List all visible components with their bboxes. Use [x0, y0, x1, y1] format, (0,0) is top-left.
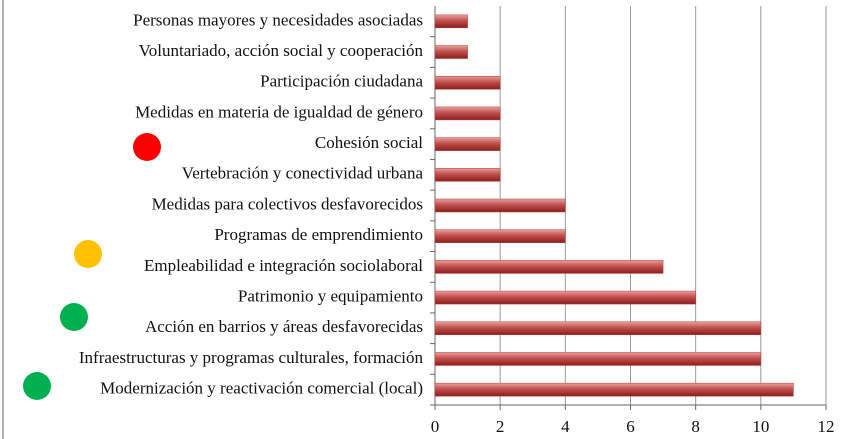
bar [434, 75, 501, 90]
x-tick-label: 6 [626, 417, 635, 436]
bar [434, 382, 794, 397]
bar [434, 168, 501, 182]
y-tick-label: Modernización y reactivación comercial (… [100, 379, 423, 398]
x-tick-label: 10 [752, 417, 769, 436]
x-tick-label: 12 [818, 417, 835, 436]
y-tick-label: Medidas para colectivos desfavorecidos [152, 194, 423, 213]
x-tick-label: 8 [691, 417, 700, 436]
bar [434, 290, 696, 305]
status-dot-red [133, 133, 161, 161]
bar [434, 260, 664, 274]
y-tick-label: Vertebración y conectividad urbana [182, 164, 424, 183]
y-tick-label: Cohesión social [315, 133, 423, 152]
y-tick-label: Empleabilidad e integración sociolaboral [144, 256, 423, 275]
y-tick-label: Personas mayores y necesidades asociadas [133, 10, 423, 29]
y-tick-label: Acción en barrios y áreas desfavorecidas [145, 317, 423, 336]
bar [434, 229, 566, 243]
y-tick-label: Infraestructuras y programas culturales,… [79, 348, 424, 367]
bar [434, 14, 468, 29]
status-dot-green [23, 372, 51, 400]
bar [434, 198, 566, 213]
bar [434, 137, 501, 151]
x-tick-label: 2 [496, 417, 505, 436]
y-tick-label: Patrimonio y equipamiento [238, 286, 423, 305]
bar [434, 45, 468, 59]
y-tick-label: Voluntariado, acción social y cooperació… [139, 41, 424, 60]
y-tick-label: Participación ciudadana [260, 72, 423, 91]
status-dot-green [60, 303, 88, 331]
x-tick-label: 4 [561, 417, 570, 436]
y-tick-label: Programas de emprendimiento [214, 225, 423, 244]
y-tick-label: Medidas en materia de igualdad de género [135, 102, 423, 121]
x-tick-label: 0 [431, 417, 440, 436]
bar [434, 352, 762, 366]
bar [434, 321, 762, 336]
status-dot-yellow [74, 240, 102, 268]
bar [434, 106, 501, 121]
